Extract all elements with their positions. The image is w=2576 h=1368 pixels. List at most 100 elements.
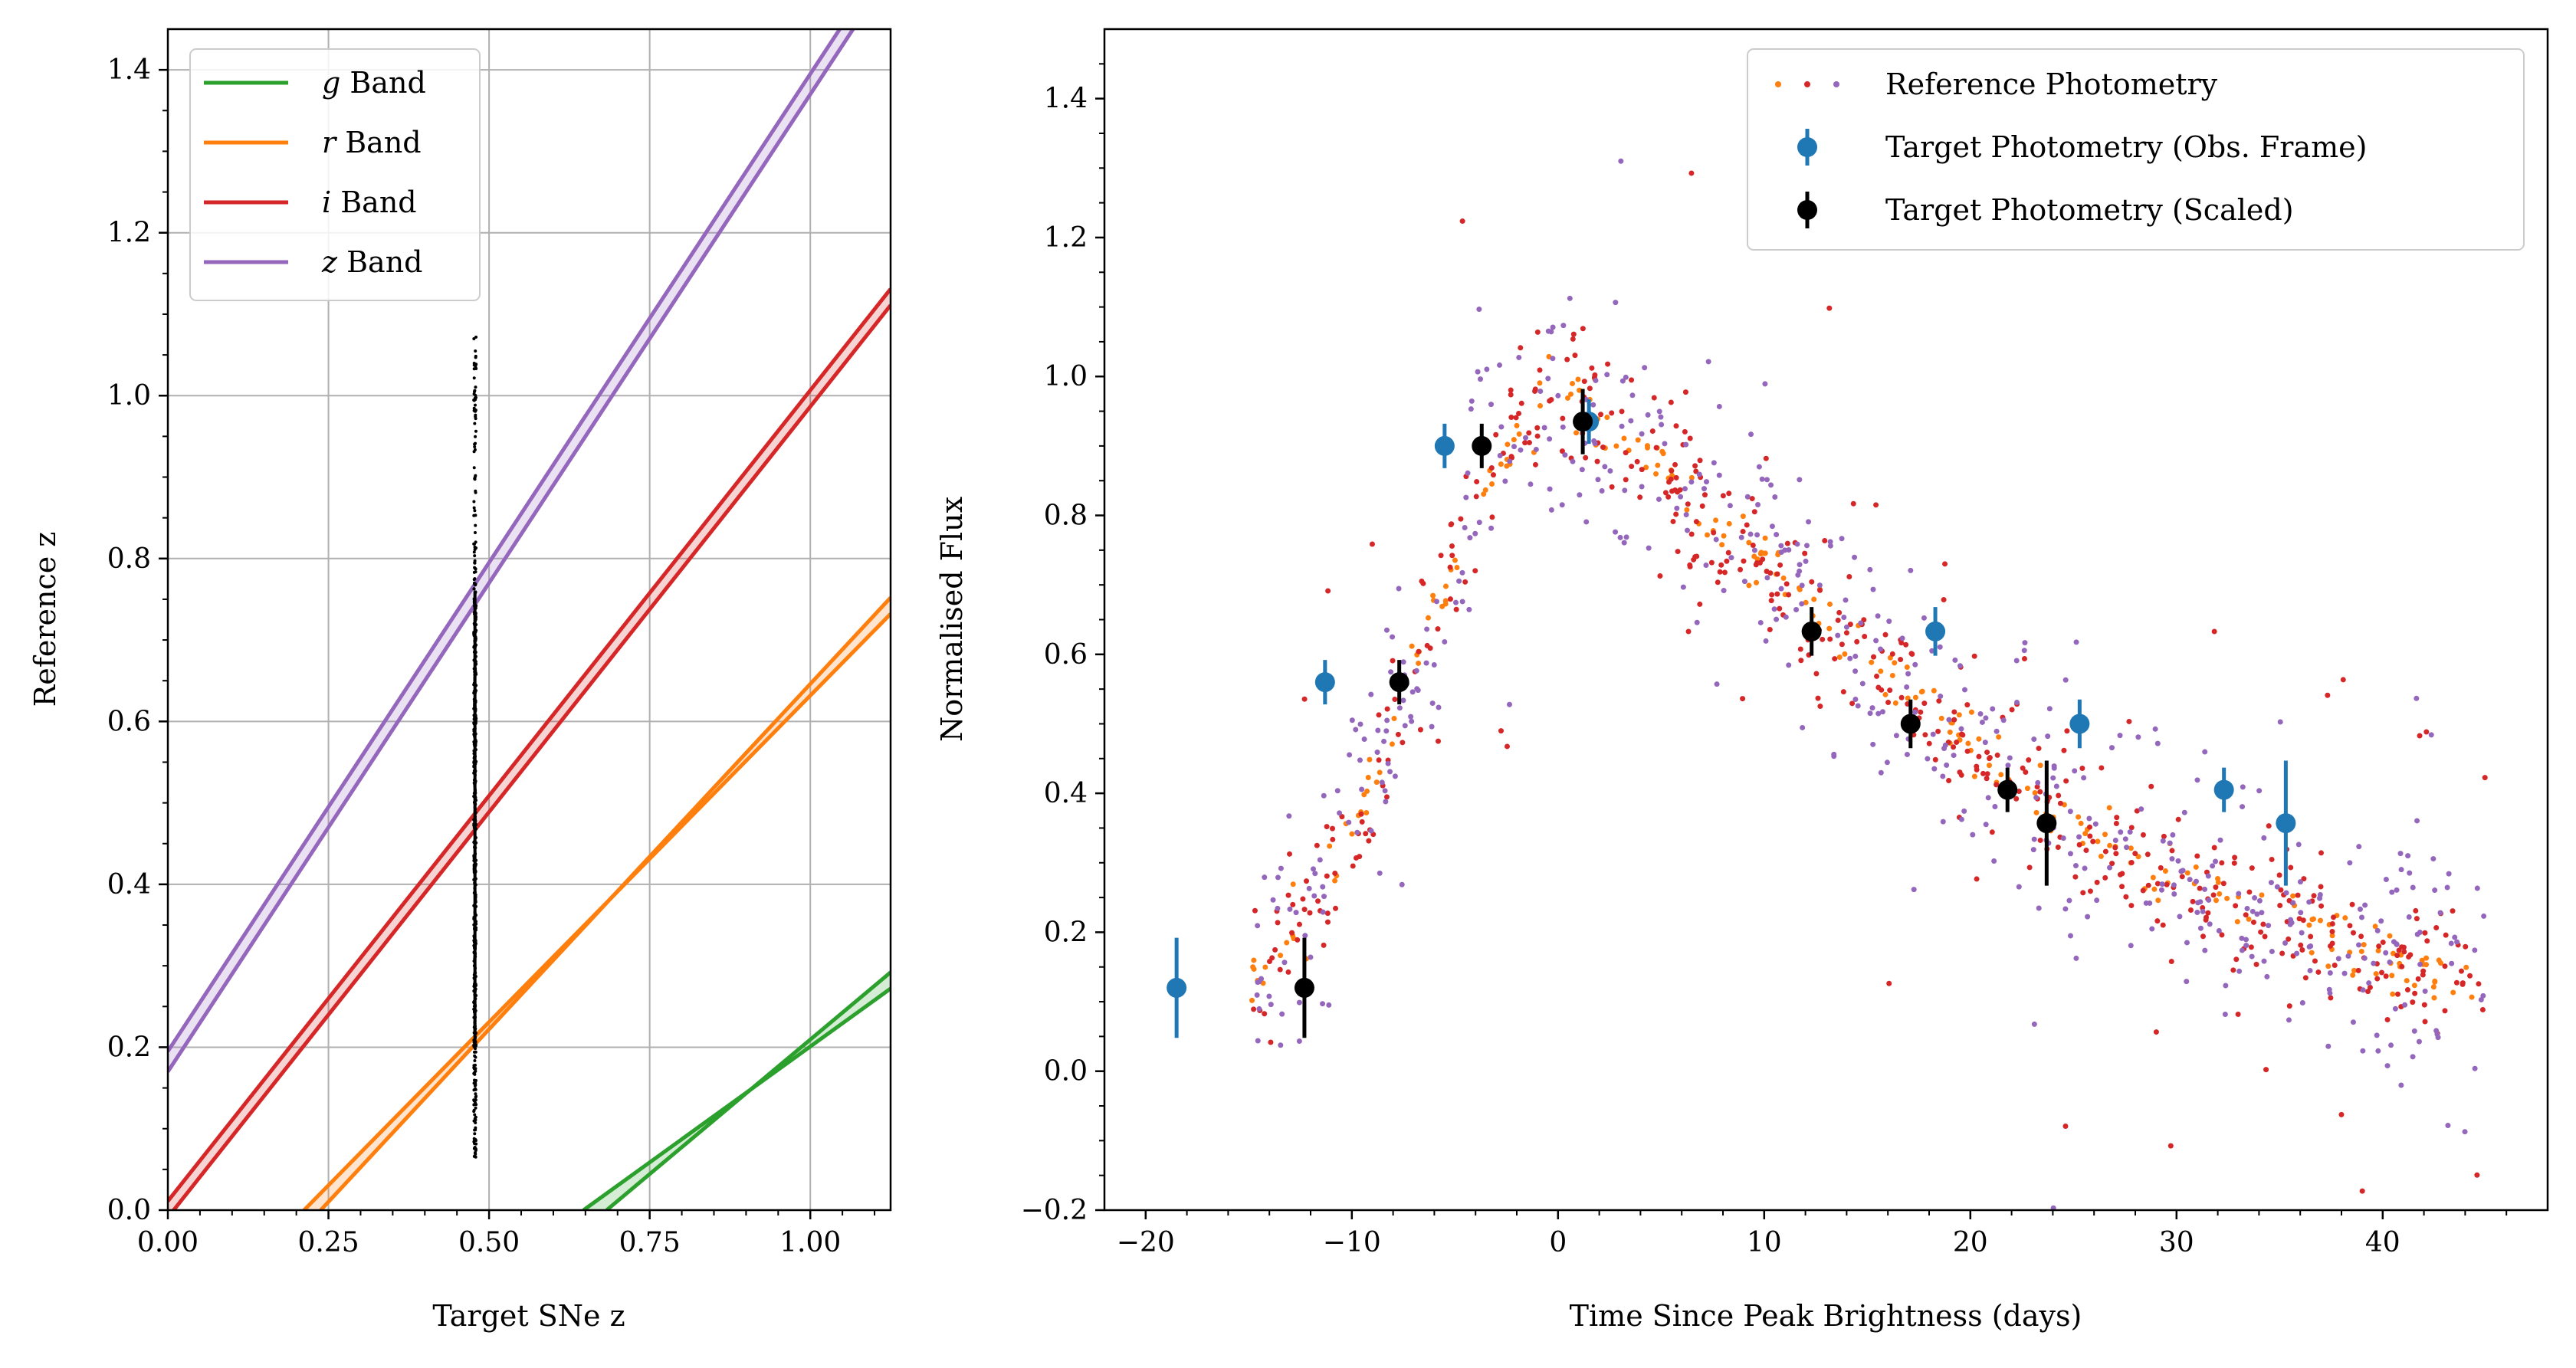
- reference-point: [2311, 893, 2317, 899]
- reference-point: [2081, 775, 2087, 781]
- reference-point: [1800, 724, 1806, 730]
- reference-point: [1688, 531, 1695, 537]
- reference-point: [2374, 927, 2381, 933]
- reference-point: [1508, 392, 1514, 398]
- reference-point: [2030, 847, 2036, 853]
- reference-point: [2294, 950, 2300, 956]
- reference-point: [1296, 921, 1302, 927]
- reference-point: [2118, 829, 2124, 835]
- reference-point: [1874, 673, 1880, 679]
- reference-point: [1589, 365, 1595, 371]
- reference-point: [2308, 943, 2314, 949]
- reference-point: [2036, 905, 2042, 911]
- reference-point: [1721, 533, 1727, 539]
- band-line: [605, 970, 891, 1210]
- reference-point: [1505, 441, 1511, 448]
- reference-point: [2384, 1017, 2391, 1023]
- reference-point: [1885, 700, 1892, 706]
- reference-point: [2155, 897, 2161, 904]
- reference-point: [1449, 543, 1455, 549]
- reference-point: [2180, 868, 2186, 874]
- reference-point: [1359, 819, 1365, 825]
- reference-point: [2318, 850, 2324, 856]
- reference-point: [1449, 553, 1455, 559]
- reference-point: [2452, 934, 2458, 940]
- reference-point: [2338, 1111, 2345, 1117]
- reference-point: [2476, 981, 2482, 987]
- reference-point: [2463, 964, 2469, 970]
- reference-point: [1946, 717, 1952, 723]
- reference-point: [1803, 558, 1809, 564]
- reference-point: [1447, 564, 1453, 570]
- left-point: [474, 566, 477, 570]
- reference-point: [2167, 1143, 2174, 1149]
- reference-point: [1560, 323, 1567, 329]
- reference-point: [2433, 1028, 2440, 1034]
- reference-point: [2072, 874, 2079, 880]
- reference-point: [1746, 582, 1752, 589]
- reference-point: [2431, 995, 2437, 1001]
- left-point: [473, 445, 477, 448]
- left-y-tick-label: 1.0: [107, 380, 151, 412]
- reference-point: [1784, 540, 1790, 546]
- left-point: [474, 413, 477, 417]
- left-legend-label: r Band: [322, 126, 422, 159]
- reference-point: [1869, 705, 1875, 711]
- reference-point: [1308, 954, 1314, 960]
- reference-point: [2106, 805, 2112, 811]
- reference-point: [1886, 618, 1892, 625]
- reference-point: [1256, 979, 1262, 985]
- reference-point: [1882, 632, 1889, 638]
- reference-point: [2064, 728, 2070, 734]
- reference-point: [1813, 671, 1820, 677]
- reference-point: [2248, 944, 2254, 950]
- reference-point: [2299, 999, 2305, 1005]
- reference-point: [1357, 757, 1363, 763]
- reference-point: [2395, 991, 2401, 997]
- reference-point: [1903, 641, 1909, 648]
- reference-point: [1507, 458, 1513, 464]
- reference-point: [2246, 916, 2252, 922]
- reference-point: [1619, 378, 1626, 384]
- reference-point: [1413, 668, 1419, 674]
- reference-point: [1278, 865, 1284, 871]
- reference-point: [1400, 659, 1406, 665]
- reference-point: [2444, 884, 2450, 891]
- reference-point: [1537, 380, 1543, 386]
- right-legend-label: Target Photometry (Obs. Frame): [1885, 130, 2367, 164]
- reference-point: [2375, 948, 2381, 954]
- reference-point: [2072, 863, 2079, 869]
- reference-point: [1912, 709, 1918, 715]
- reference-point: [1379, 779, 1385, 786]
- reference-point: [2053, 783, 2059, 789]
- reference-point: [2380, 940, 2386, 946]
- reference-point: [1594, 458, 1600, 464]
- reference-point: [1642, 365, 1648, 371]
- reference-point: [1488, 464, 1495, 471]
- reference-point: [2262, 933, 2268, 940]
- reference-point: [2412, 990, 2418, 996]
- reference-point: [1249, 997, 1255, 1003]
- reference-point: [2467, 973, 2473, 979]
- reference-point: [1998, 772, 2004, 778]
- reference-point: [2061, 747, 2067, 753]
- right-legend-label: Target Photometry (Scaled): [1885, 193, 2294, 227]
- reference-point: [1687, 562, 1693, 568]
- reference-point: [1797, 646, 1803, 652]
- reference-point: [2232, 855, 2238, 861]
- reference-point: [1974, 766, 1980, 773]
- reference-point: [1396, 705, 1403, 711]
- reference-point: [1809, 579, 1815, 585]
- reference-point: [1518, 400, 1524, 406]
- reference-point: [1417, 727, 1423, 733]
- reference-point: [1383, 728, 1390, 734]
- target-obs-point: [2213, 779, 2234, 800]
- reference-point: [2458, 968, 2464, 974]
- reference-point: [2261, 958, 2267, 964]
- reference-point: [1784, 581, 1790, 587]
- reference-point: [1678, 494, 1684, 500]
- reference-point: [2230, 967, 2236, 973]
- reference-point: [1717, 569, 1723, 575]
- reference-point: [1593, 377, 1599, 383]
- band-fill: [583, 972, 891, 1210]
